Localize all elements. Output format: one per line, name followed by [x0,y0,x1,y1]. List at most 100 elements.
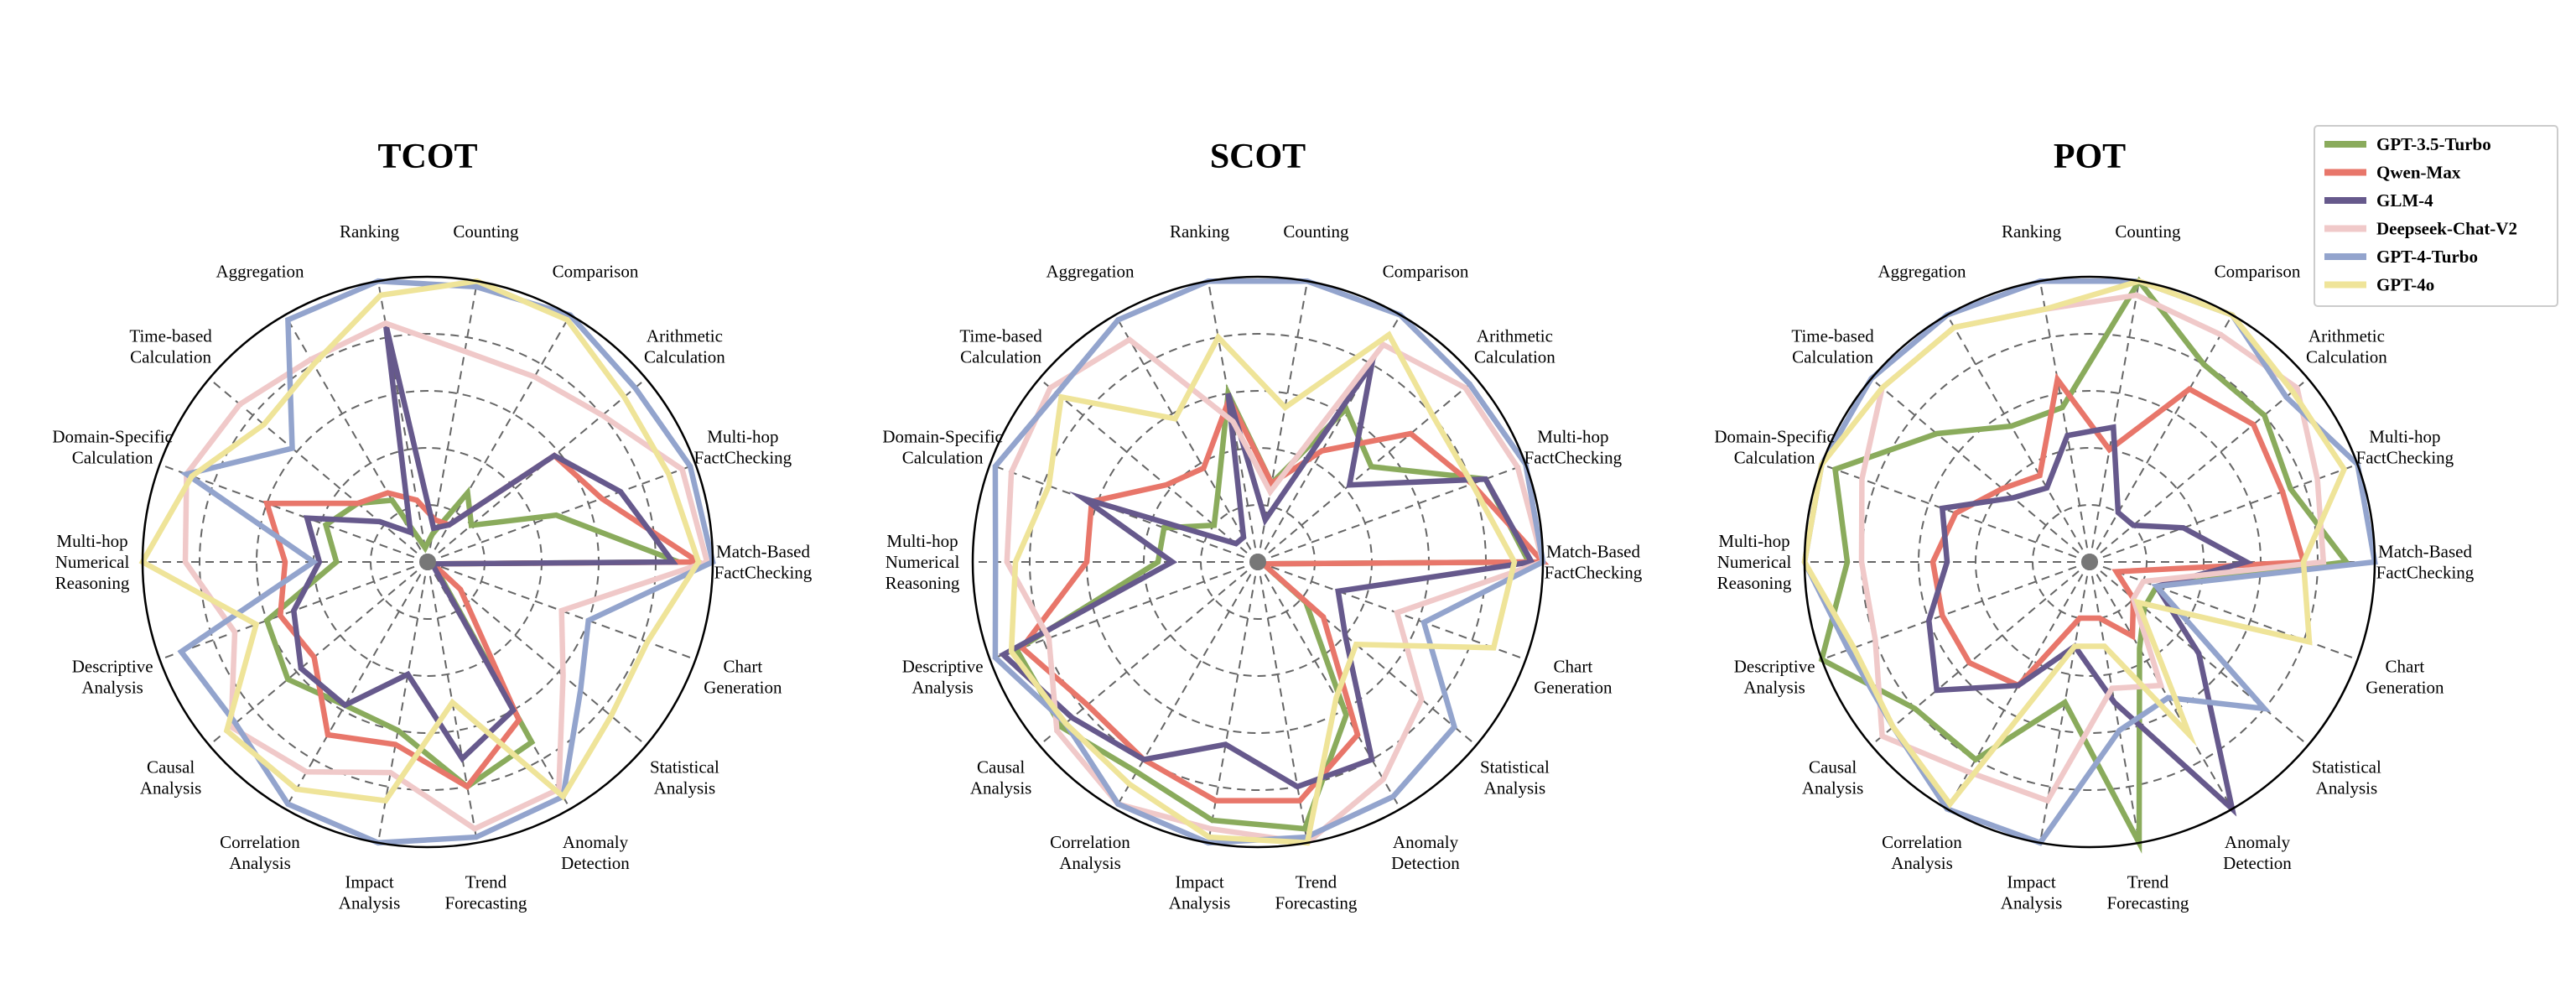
axis-label-match-based-factchecking: Match-Based FactChecking [2376,542,2475,583]
axis-label-aggregation: Aggregation [1046,262,1135,282]
axis-label-comparison: Comparison [1383,262,1469,282]
axis-label-comparison: Comparison [2215,262,2301,282]
legend-label-qwen-max: Qwen-Max [2376,163,2461,183]
series-line-gpt-3-5-turbo [263,486,693,790]
radar-panel-scot: SCOT Match-Based FactChecking Multi-hop Fact… [882,138,1642,913]
grid-spoke [1821,561,2090,661]
axis-label-chart-generation: Chart Generation [2366,656,2444,697]
axis-label-causal-analysis: Causal Analysis [970,757,1032,798]
axis-label-time-based-calculation: Time-based Calculation [1791,325,1874,367]
grid-spoke [1257,561,1401,809]
axis-label-arithmetic-calculation: Arithmetic Calculation [2306,325,2387,367]
grid-spoke [377,280,428,563]
series-line-glm-4 [998,351,1536,790]
grid-spoke [1870,377,2090,563]
axis-label-multi-hop-factchecking: Multi-hop FactChecking [1524,427,1623,468]
grid-spoke [208,561,428,746]
axis-label-trend-forecasting: Trend Forecasting [444,871,527,913]
axis-label-chart-generation: Chart Generation [1534,656,1613,697]
axis-label-correlation-analysis: Correlation Analysis [1050,832,1130,873]
axis-label-counting: Counting [2115,221,2181,242]
grid-spoke [1257,463,1526,563]
series-line-gpt-4o [1008,330,1518,846]
axis-label-anomaly-detection: Anomaly Detection [561,832,630,873]
axis-label-impact-analysis: Impact Analysis [2001,871,2063,913]
axis-label-arithmetic-calculation: Arithmetic Calculation [1474,325,1555,367]
legend: GPT-3.5-Turbo Qwen-Max GLM-4 Deepseek-Chat-… [2314,125,2558,307]
axis-label-correlation-analysis: Correlation Analysis [220,832,300,873]
axis-label-counting: Counting [453,221,519,242]
outer-ring [1803,275,2376,849]
axis-label-impact-analysis: Impact Analysis [1169,871,1231,913]
grid-spoke [2089,377,2309,563]
axis-label-multi-hop-numerical-reasoning: Multi-hop Numerical Reasoning [886,531,960,593]
grid-spoke [1207,561,1259,844]
series-line-glm-4 [290,322,678,763]
axis-label-time-based-calculation: Time-based Calculation [129,325,212,367]
axis-label-statistical-analysis: Statistical Analysis [1480,757,1550,798]
grid-spoke [427,463,696,563]
grid-spoke [377,561,428,844]
axis-label-domain-specific-calculation: Domain-Specific Calculation [882,427,1002,468]
grid-spoke [159,463,428,563]
legend-label-gpt-4o: GPT-4o [2376,275,2434,295]
series-line-qwen-max [1018,392,1550,804]
legend-frame [2314,125,2558,307]
axis-label-multi-hop-numerical-reasoning: Multi-hop Numerical Reasoning [55,531,130,593]
grid-spoke [1257,561,1526,661]
center-dot [419,554,436,570]
axis-label-aggregation: Aggregation [1878,262,1966,282]
axis-label-correlation-analysis: Correlation Analysis [1882,832,1962,873]
panel-title: SCOT [1210,138,1306,176]
grid-spoke [1257,315,1401,563]
axis-label-statistical-analysis: Statistical Analysis [650,757,719,798]
axis-label-match-based-factchecking: Match-Based FactChecking [1545,542,1643,583]
grid-spoke [1257,561,1309,844]
axis-label-comparison: Comparison [553,262,639,282]
axis-label-impact-analysis: Impact Analysis [339,871,401,913]
grid-spoke [1038,377,1259,563]
series-line-deepseek-chat-v2 [1858,292,2327,804]
series-line-deepseek-chat-v2 [1004,336,1546,846]
grid-spoke [1870,561,2090,746]
grid-spoke [2038,280,2090,563]
axis-label-descriptive-analysis: Descriptive Analysis [902,656,984,697]
radar-panel-tcot: TCOT Match-Based FactChecking Multi-hop Fact… [52,138,812,913]
axis-label-causal-analysis: Causal Analysis [1802,757,1864,798]
radar-panels: TCOT Match-Based FactChecking Multi-hop Fact… [52,138,2474,913]
grid-spoke [427,280,479,563]
axis-label-multi-hop-factchecking: Multi-hop FactChecking [694,427,792,468]
axis-label-time-based-calculation: Time-based Calculation [959,325,1042,367]
axis-label-domain-specific-calculation: Domain-Specific Calculation [52,427,172,468]
axis-label-domain-specific-calculation: Domain-Specific Calculation [1714,427,1834,468]
panel-title: TCOT [377,138,477,176]
legend-label-gpt-4-turbo: GPT-4-Turbo [2376,247,2478,267]
axis-label-statistical-analysis: Statistical Analysis [2312,757,2381,798]
axis-label-match-based-factchecking: Match-Based FactChecking [714,542,813,583]
grid-spoke [1946,315,2090,563]
axis-label-ranking: Ranking [1170,221,1230,242]
axis-label-chart-generation: Chart Generation [704,656,782,697]
outer-ring [971,275,1545,849]
axis-label-ranking: Ranking [340,221,400,242]
axis-label-anomaly-detection: Anomaly Detection [1391,832,1460,873]
axis-label-multi-hop-factchecking: Multi-hop FactChecking [2356,427,2454,468]
grid-spoke [2089,315,2233,563]
grid-spoke [208,377,428,563]
axis-label-trend-forecasting: Trend Forecasting [2106,871,2189,913]
grid-spoke [2089,280,2141,563]
center-dot [2081,554,2098,570]
axis-label-arithmetic-calculation: Arithmetic Calculation [644,325,725,367]
center-dot [1249,554,1266,570]
axis-label-descriptive-analysis: Descriptive Analysis [1734,656,1815,697]
grid-spoke [284,561,428,809]
axis-label-multi-hop-numerical-reasoning: Multi-hop Numerical Reasoning [1717,531,1792,593]
grid-spoke [1038,561,1259,746]
panel-title: POT [2054,138,2126,176]
grid-spoke [1114,561,1259,809]
axis-label-causal-analysis: Causal Analysis [140,757,202,798]
grid-spoke [2089,561,2358,661]
legend-label-glm-4: GLM-4 [2376,190,2433,211]
series-line-gpt-3-5-turbo [1818,276,2351,854]
